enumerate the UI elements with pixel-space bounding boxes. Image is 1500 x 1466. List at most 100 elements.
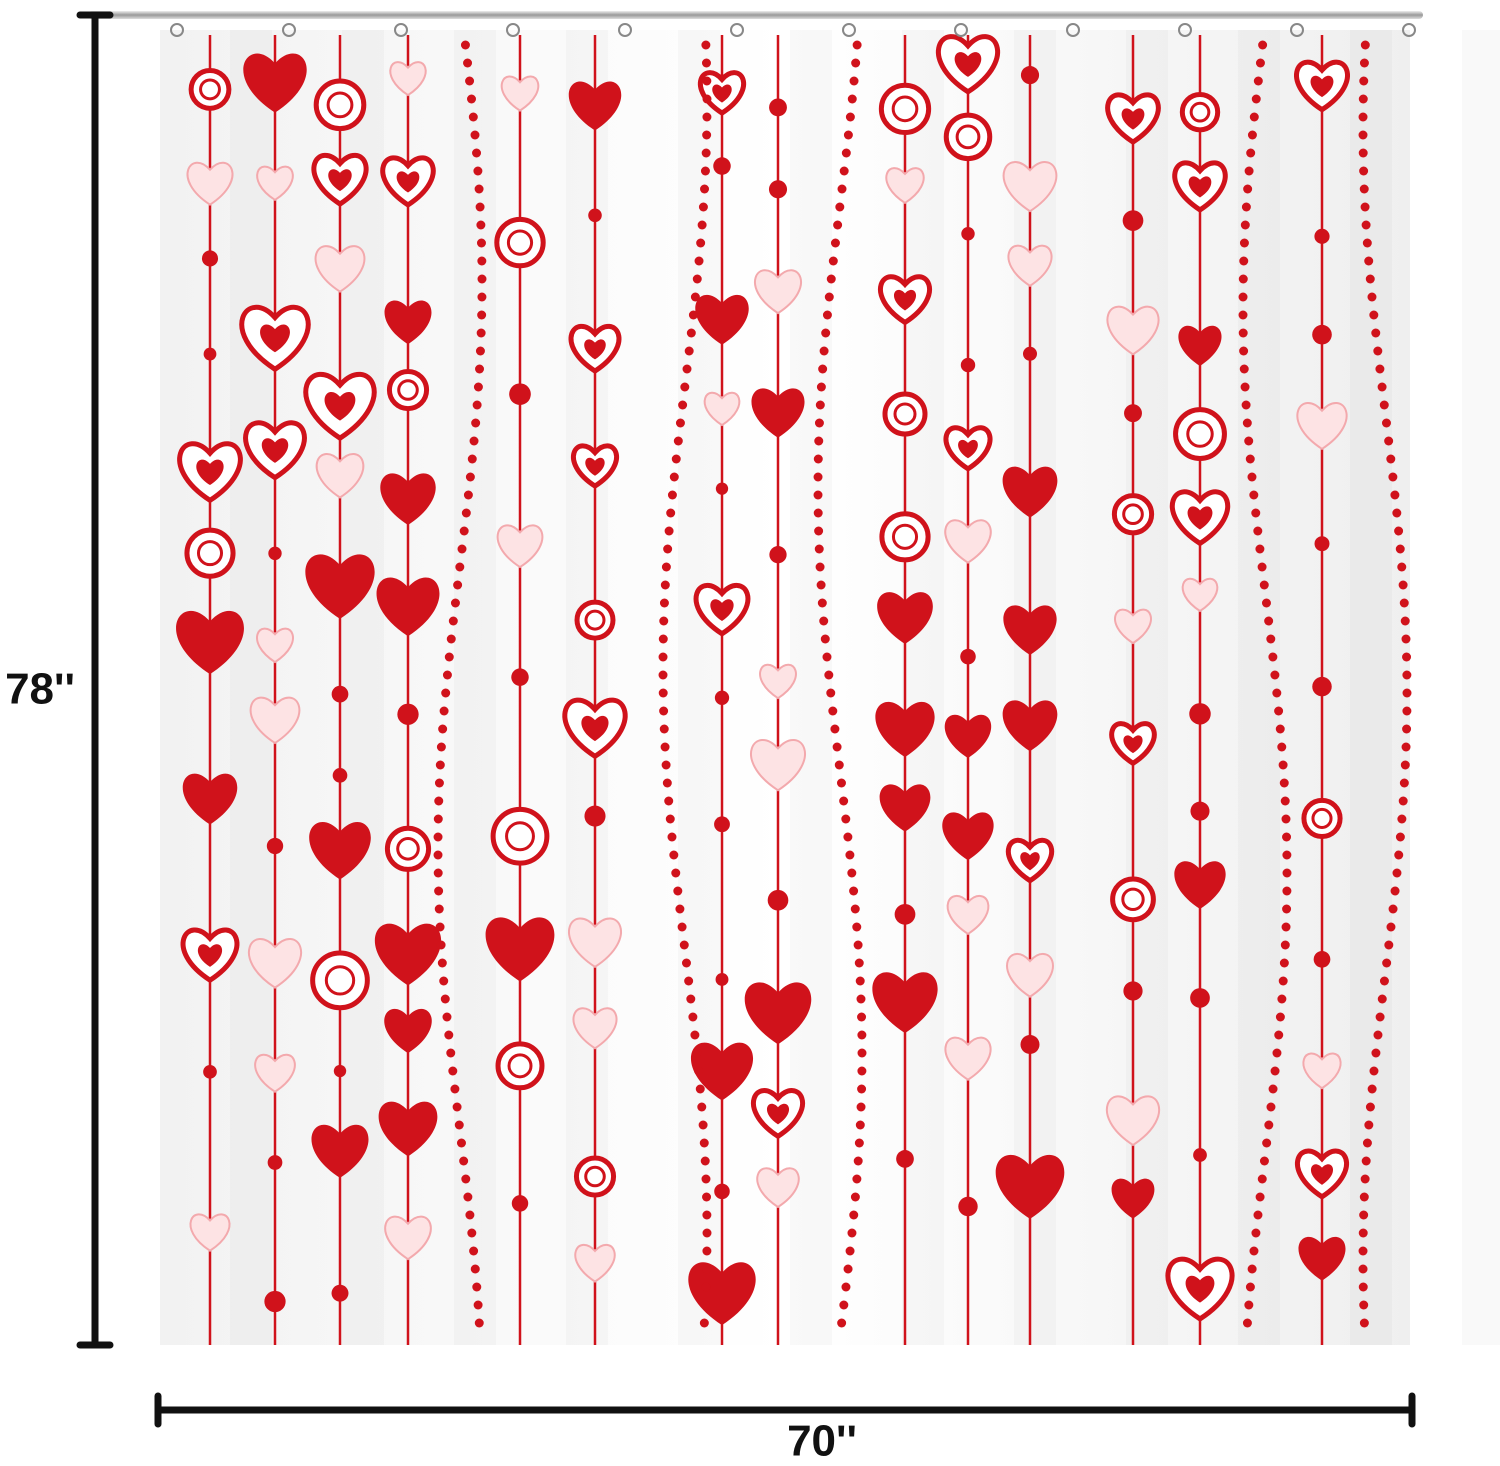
- dot: [1247, 130, 1257, 140]
- dot: [697, 1102, 707, 1112]
- heart-inner: [1310, 75, 1334, 98]
- fold-shade: [902, 30, 944, 1345]
- hook: [1290, 23, 1304, 37]
- dot: [688, 310, 698, 320]
- bead: [331, 1284, 349, 1302]
- dot: [694, 1066, 704, 1076]
- dot: [433, 868, 443, 878]
- ring: [384, 825, 432, 872]
- dot: [855, 1120, 865, 1130]
- ring-inner: [326, 91, 354, 119]
- heart-filled: [384, 300, 432, 345]
- dot: [813, 472, 823, 482]
- dot: [1282, 868, 1292, 878]
- heart-inner: [1187, 506, 1213, 530]
- dot: [837, 184, 847, 194]
- heart-inner: [712, 84, 732, 103]
- dot: [661, 760, 671, 770]
- ring: [882, 391, 928, 437]
- dot: [477, 256, 487, 266]
- dot: [843, 832, 853, 842]
- width-dimension: 70'': [154, 1392, 1416, 1466]
- dot: [475, 346, 485, 356]
- dot: [1360, 40, 1370, 50]
- dot: [1365, 274, 1375, 284]
- dot: [853, 940, 863, 950]
- dot: [1282, 904, 1292, 914]
- bead: [714, 816, 730, 833]
- dot: [475, 202, 485, 212]
- dot: [1379, 976, 1389, 986]
- heart-light: [1114, 608, 1152, 645]
- dot: [698, 1120, 708, 1130]
- dot: [1400, 616, 1410, 626]
- dot: [1242, 1318, 1252, 1328]
- dot: [854, 1138, 864, 1148]
- dot: [695, 1084, 705, 1094]
- dot: [441, 688, 451, 698]
- dot: [1399, 598, 1409, 608]
- dot: [662, 778, 672, 788]
- ring: [1301, 797, 1343, 840]
- dot: [1392, 868, 1402, 878]
- curtain-rod: [88, 11, 1423, 19]
- dot: [433, 814, 443, 824]
- dot: [702, 1246, 712, 1256]
- heart-filled: [1111, 1178, 1155, 1219]
- dot: [1359, 76, 1369, 86]
- dot: [690, 292, 700, 302]
- hook: [1178, 23, 1192, 37]
- dot: [852, 40, 862, 50]
- dot: [841, 814, 851, 824]
- bead: [201, 250, 219, 267]
- fold-shade: [566, 30, 608, 1345]
- heart-inner: [958, 439, 978, 459]
- dot: [446, 1048, 456, 1058]
- dot: [450, 598, 460, 608]
- dot: [702, 1192, 712, 1202]
- ring: [494, 216, 546, 269]
- dot: [814, 436, 824, 446]
- dot: [837, 1318, 847, 1328]
- ring-inner: [324, 965, 356, 996]
- dot: [1249, 112, 1259, 122]
- dot: [1278, 760, 1288, 770]
- dot: [700, 1156, 710, 1166]
- dot: [477, 274, 487, 284]
- dot: [688, 1012, 698, 1022]
- ring: [386, 368, 430, 412]
- dot: [1272, 1048, 1282, 1058]
- dot: [700, 166, 710, 176]
- dot: [1239, 256, 1249, 266]
- ring-inner: [397, 379, 419, 401]
- dot: [465, 1210, 475, 1220]
- dot: [1257, 562, 1267, 572]
- dot: [1397, 562, 1407, 572]
- heart-filled: [374, 923, 442, 986]
- dot: [1394, 850, 1404, 860]
- ring-inner: [196, 540, 224, 567]
- bead: [769, 546, 787, 564]
- dot: [436, 940, 446, 950]
- dot: [1274, 706, 1284, 716]
- heart-inner: [766, 1103, 790, 1125]
- dot: [434, 904, 444, 914]
- fold-shade: [790, 30, 832, 1345]
- dot: [472, 1282, 482, 1292]
- dot: [841, 1282, 851, 1292]
- dot: [815, 562, 825, 572]
- ring: [490, 806, 550, 866]
- heart-inner: [1121, 108, 1145, 130]
- dot: [1239, 238, 1249, 248]
- heart-filled: [879, 784, 931, 832]
- dot: [438, 724, 448, 734]
- dot: [1255, 1192, 1265, 1202]
- dot: [855, 976, 865, 986]
- dot: [828, 256, 838, 266]
- dot: [1358, 1246, 1368, 1256]
- dot: [700, 1300, 710, 1310]
- heart-light: [254, 1053, 296, 1093]
- heart-light: [496, 524, 544, 569]
- heart-filled: [1002, 700, 1058, 752]
- dot: [1401, 634, 1411, 644]
